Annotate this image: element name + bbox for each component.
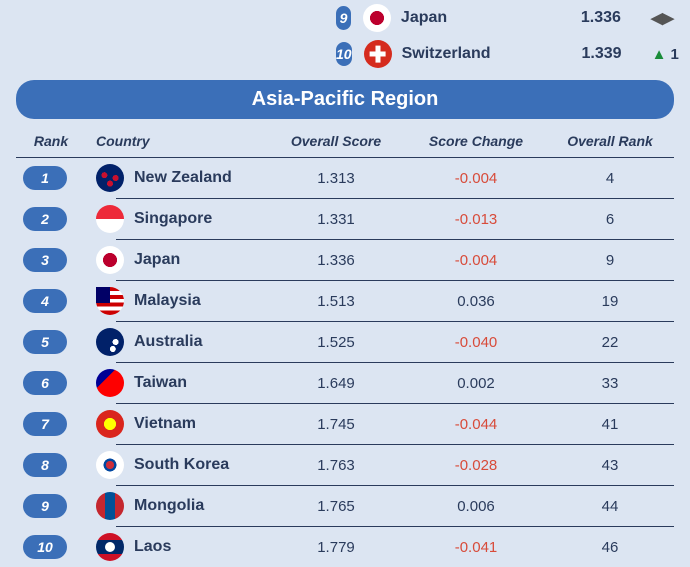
overall-rank: 43 (546, 457, 674, 474)
country-name: Mongolia (134, 497, 204, 515)
score-value: 1.779 (266, 539, 406, 556)
country-name: South Korea (134, 456, 229, 474)
country-name: Taiwan (134, 374, 187, 392)
flag-icon (96, 451, 124, 479)
table-row: 1 New Zealand 1.313-0.0044 (16, 158, 674, 198)
score-value: 1.525 (266, 334, 406, 351)
country-name: Switzerland (402, 45, 542, 63)
column-headers-row: Rank Country Overall Score Score Change … (16, 129, 674, 158)
overall-rank: 9 (546, 252, 674, 269)
score-change: 0.006 (406, 498, 546, 515)
score-value: 1.763 (266, 457, 406, 474)
rank-pill: 4 (23, 289, 67, 313)
data-table-body: 1New Zealand1.313-0.00442Singapore1.331-… (16, 158, 674, 567)
score-change: -0.040 (406, 334, 546, 351)
flag-icon (363, 4, 391, 32)
table-row: 5 Australia 1.525-0.04022 (16, 322, 674, 362)
score-value: 1.336 (541, 9, 621, 27)
rank-pill: 1 (23, 166, 67, 190)
table-row: 6 Taiwan 1.6490.00233 (16, 363, 674, 403)
score-change: -0.044 (406, 416, 546, 433)
flag-icon (96, 492, 124, 520)
flag-icon (96, 410, 124, 438)
country-name: Japan (134, 251, 180, 269)
change-value: 1 (670, 46, 678, 63)
table-row: 2 Singapore 1.331-0.0136 (16, 199, 674, 239)
flag-icon (96, 533, 124, 561)
rank-pill: 7 (23, 412, 67, 436)
country-name: Japan (401, 9, 541, 27)
score-value: 1.649 (266, 375, 406, 392)
score-change: -0.041 (406, 539, 546, 556)
table-row: 4 Malaysia 1.5130.03619 (16, 281, 674, 321)
rank-pill: 9 (23, 494, 67, 518)
rank-pill: 6 (23, 371, 67, 395)
header-score: Overall Score (266, 133, 406, 149)
score-value: 1.331 (266, 211, 406, 228)
table-row: 9 Mongolia 1.7650.00644 (16, 486, 674, 526)
score-change: -0.004 (406, 252, 546, 269)
country-name: Malaysia (134, 292, 201, 310)
rank-change: ▲1 (652, 46, 679, 63)
top-row: 9 Japan1.336 ◀▶ (16, 0, 674, 36)
header-country: Country (86, 133, 266, 149)
overall-rank: 33 (546, 375, 674, 392)
country-name: Vietnam (134, 415, 196, 433)
score-change: -0.013 (406, 211, 546, 228)
rank-pill: 10 (336, 42, 352, 66)
rank-pill: 8 (23, 453, 67, 477)
table-row: 3 Japan 1.336-0.0049 (16, 240, 674, 280)
table-row: 8 South Korea 1.763-0.02843 (16, 445, 674, 485)
table-row: 10 Laos 1.779-0.04146 (16, 527, 674, 567)
flag-icon (364, 40, 392, 68)
rank-pill: 2 (23, 207, 67, 231)
overall-rank: 19 (546, 293, 674, 310)
flag-icon (96, 246, 124, 274)
score-value: 1.513 (266, 293, 406, 310)
score-change: -0.028 (406, 457, 546, 474)
top-global-rows: 9Japan1.336◀▶10Switzerland1.339▲1 (16, 0, 674, 72)
flag-icon (96, 164, 124, 192)
country-name: Singapore (134, 210, 212, 228)
country-name: Laos (134, 538, 171, 556)
score-value: 1.313 (266, 170, 406, 187)
table-row: 7 Vietnam 1.745-0.04441 (16, 404, 674, 444)
country-name: Australia (134, 333, 202, 351)
top-row: 10Switzerland1.339▲1 (16, 36, 674, 72)
flag-icon (96, 369, 124, 397)
flag-icon (96, 328, 124, 356)
header-change: Score Change (406, 133, 546, 149)
overall-rank: 6 (546, 211, 674, 228)
header-overall-rank: Overall Rank (546, 133, 674, 149)
score-change: -0.004 (406, 170, 546, 187)
score-change: 0.002 (406, 375, 546, 392)
score-change: 0.036 (406, 293, 546, 310)
region-header: Asia-Pacific Region (16, 80, 674, 119)
score-value: 1.339 (542, 45, 622, 63)
overall-rank: 46 (546, 539, 674, 556)
country-name: New Zealand (134, 169, 232, 187)
header-rank: Rank (16, 133, 86, 149)
overall-rank: 44 (546, 498, 674, 515)
overall-rank: 4 (546, 170, 674, 187)
arrow-up-icon: ▲ (652, 46, 667, 63)
rank-change: ◀▶ (651, 9, 674, 27)
arrow-same-icon: ◀▶ (651, 9, 674, 27)
score-value: 1.336 (266, 252, 406, 269)
rank-pill: 9 (336, 6, 351, 30)
rank-pill: 10 (23, 535, 67, 559)
flag-icon (96, 205, 124, 233)
rank-pill: 3 (23, 248, 67, 272)
score-value: 1.765 (266, 498, 406, 515)
flag-icon (96, 287, 124, 315)
rank-pill: 5 (23, 330, 67, 354)
overall-rank: 22 (546, 334, 674, 351)
score-value: 1.745 (266, 416, 406, 433)
overall-rank: 41 (546, 416, 674, 433)
